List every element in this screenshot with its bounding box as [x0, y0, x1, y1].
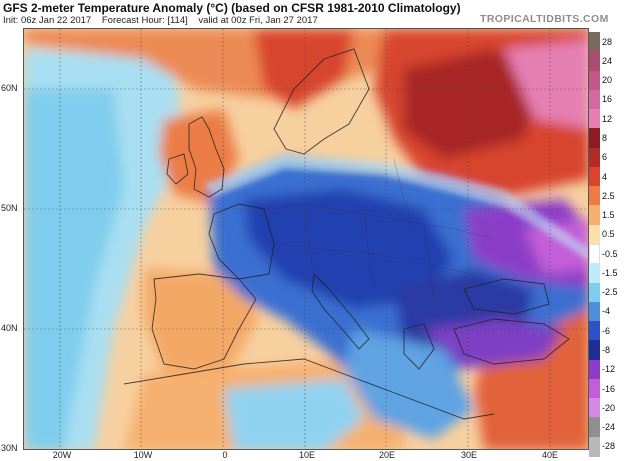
coast-africa [123, 358, 495, 420]
colorbar-label: -1.5 [602, 267, 618, 278]
colorbar-swatch [589, 282, 600, 303]
colorbar-swatch [589, 166, 600, 187]
border-5 [273, 243, 475, 275]
cold-fringe [204, 154, 588, 260]
colorbar-label: -24 [602, 422, 616, 433]
lon-label-10w: 10W [133, 450, 153, 460]
colorbar-label: -8 [602, 345, 611, 355]
colorbar-swatch [589, 51, 600, 72]
valid-time: valid at 00z Fri, Jan 27 2017 [198, 15, 318, 26]
colorbar-swatch [589, 321, 600, 342]
colorbar-swatch [589, 224, 600, 245]
coast-black-sea [463, 278, 550, 315]
border-2 [303, 203, 315, 275]
map-subtitle: Init: 06z Jan 22 2017 Forecast Hour: [11… [3, 15, 326, 26]
colorbar-swatch [589, 340, 600, 361]
colorbar-swatch [589, 128, 600, 149]
colorbar-label: -0.5 [602, 248, 618, 259]
coast-france [208, 203, 275, 280]
colorbar-swatch [589, 263, 600, 284]
init-time: Init: 06z Jan 22 2017 [3, 15, 92, 26]
russia-pink [504, 39, 588, 129]
coast-greece [403, 323, 435, 370]
colorbar: 28 24 20 16 12 8 6 4 2.5 1.5 0.5 -0.5 -1.5 -2.5 -4 -6 -8… [589, 28, 624, 461]
colorbar-swatch [589, 301, 600, 322]
russia-hot-core [404, 49, 544, 159]
lat-label-30n: 30N [1, 443, 18, 453]
map-panel [23, 28, 589, 450]
coastlines [123, 48, 570, 420]
colorbar-swatch [589, 436, 600, 457]
colorbar-label: 1.5 [602, 210, 615, 221]
map-title: GFS 2-meter Temperature Anomaly (°C) (ba… [3, 1, 461, 15]
title-bar: GFS 2-meter Temperature Anomaly (°C) (ba… [0, 0, 624, 28]
colorbar-swatch [589, 244, 600, 264]
colorbar-swatch [589, 417, 600, 438]
colorbar-label: -4 [602, 306, 611, 317]
central-europe-core [244, 189, 454, 309]
iberia-warm [144, 269, 259, 379]
colorbar-label: 12 [602, 113, 613, 124]
turkey-purple [424, 319, 564, 369]
colorbar-label: 0.5 [602, 229, 615, 240]
lat-label-50n: 50N [1, 203, 18, 213]
border-6 [393, 158, 415, 230]
colorbar-swatch [589, 32, 600, 52]
north-africa-cool [224, 379, 364, 449]
colorbar-swatch [589, 147, 600, 168]
colorbar-label: 8 [602, 133, 608, 143]
colorbar-label: 2.5 [602, 190, 615, 201]
atlantic-cold-core [24, 89, 124, 449]
colorbar-label: -16 [602, 383, 616, 394]
colorbar-swatch [589, 378, 600, 399]
colorbar-swatch [589, 398, 600, 419]
colorbar-label: 6 [602, 152, 608, 163]
ukraine-magenta [524, 219, 588, 274]
colorbar-swatch [589, 205, 600, 226]
coast-britain [188, 116, 225, 198]
lat-label-60n: 60N [1, 83, 18, 93]
colorbar-label: 20 [602, 75, 613, 86]
colorbar-label: 24 [602, 55, 613, 66]
country-borders [273, 158, 495, 300]
lon-label-20w: 20W [52, 450, 72, 460]
border-3 [363, 213, 375, 290]
lon-label-0: 0 [222, 450, 228, 460]
lon-label-30e: 30E [460, 450, 478, 460]
colorbar-label: -6 [602, 325, 611, 336]
border-4 [423, 223, 435, 300]
colorbar-label: -20 [602, 402, 616, 413]
colorbar-swatch [589, 186, 600, 207]
coast-italy [311, 273, 370, 350]
colorbar-swatch [589, 89, 600, 110]
colorbar-label: -28 [602, 441, 616, 452]
anomaly-map [24, 29, 588, 449]
lon-label-10e: 10E [298, 450, 316, 460]
coast-ireland [166, 153, 189, 185]
mediterranean-cool [344, 329, 474, 439]
lat-label-40n: 40N [1, 323, 18, 333]
brand-logo: TROPICALTIDBITS.COM [480, 13, 609, 25]
border-1 [273, 203, 495, 240]
colorbar-label: -12 [602, 364, 616, 375]
coast-turkey [453, 318, 570, 365]
coast-scandinavia [273, 48, 370, 155]
colorbar-label: 28 [602, 36, 613, 47]
coast-iberia [151, 273, 257, 370]
forecast-hour: Forecast Hour: [114] [101, 15, 188, 26]
colorbar-swatch [589, 359, 600, 380]
colorbar-label: -2.5 [602, 287, 618, 298]
colorbar-label: 16 [602, 94, 613, 105]
colorbar-label: 4 [602, 171, 608, 182]
lon-label-20e: 20E [378, 450, 396, 460]
lon-label-40e: 40E [541, 450, 559, 460]
colorbar-swatch [589, 70, 600, 91]
norway-warm [254, 29, 354, 109]
colorbar-swatch [589, 109, 600, 130]
